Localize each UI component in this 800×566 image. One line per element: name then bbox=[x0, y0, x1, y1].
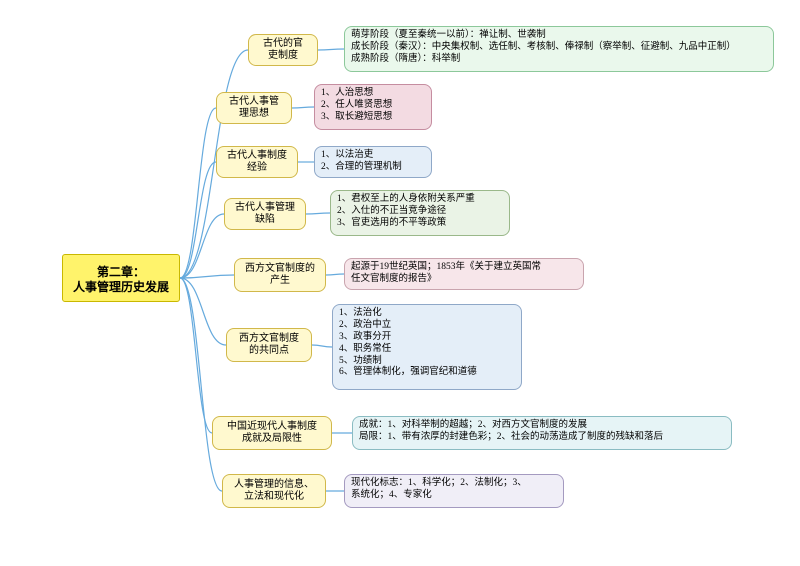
leaf-node: 1、君权至上的人身依附关系严重 2、入仕的不正当竞争途径 3、官吏选用的不平等政… bbox=[330, 190, 510, 236]
leaf-node: 1、法治化 2、政治中立 3、政事分开 4、职务常任 5、功绩制 6、管理体制化… bbox=[332, 304, 522, 390]
leaf-node: 起源于19世纪英国；1853年《关于建立英国常 任文官制度的报告》 bbox=[344, 258, 584, 290]
leaf-node: 成就：1、对科举制的超越；2、对西方文官制度的发展 局限：1、带有浓厚的封建色彩… bbox=[352, 416, 732, 450]
branch-node: 人事管理的信息、 立法和现代化 bbox=[222, 474, 326, 508]
branch-node: 西方文官制度的 产生 bbox=[234, 258, 326, 292]
leaf-node: 1、人治思想 2、任人唯贤思想 3、取长避短思想 bbox=[314, 84, 432, 130]
branch-node: 古代人事管理 缺陷 bbox=[224, 198, 306, 230]
root-node: 第二章： 人事管理历史发展 bbox=[62, 254, 180, 302]
branch-node: 古代的官 吏制度 bbox=[248, 34, 318, 66]
leaf-node: 1、以法治吏 2、合理的管理机制 bbox=[314, 146, 432, 178]
branch-node: 古代人事管 理思想 bbox=[216, 92, 292, 124]
leaf-node: 现代化标志：1、科学化；2、法制化；3、 系统化；4、专家化 bbox=[344, 474, 564, 508]
branch-node: 中国近现代人事制度 成就及局限性 bbox=[212, 416, 332, 450]
branch-node: 西方文官制度 的共同点 bbox=[226, 328, 312, 362]
leaf-node: 萌芽阶段（夏至秦统一以前）：禅让制、世袭制 成长阶段（秦汉）：中央集权制、选任制… bbox=[344, 26, 774, 72]
branch-node: 古代人事制度 经验 bbox=[216, 146, 298, 178]
